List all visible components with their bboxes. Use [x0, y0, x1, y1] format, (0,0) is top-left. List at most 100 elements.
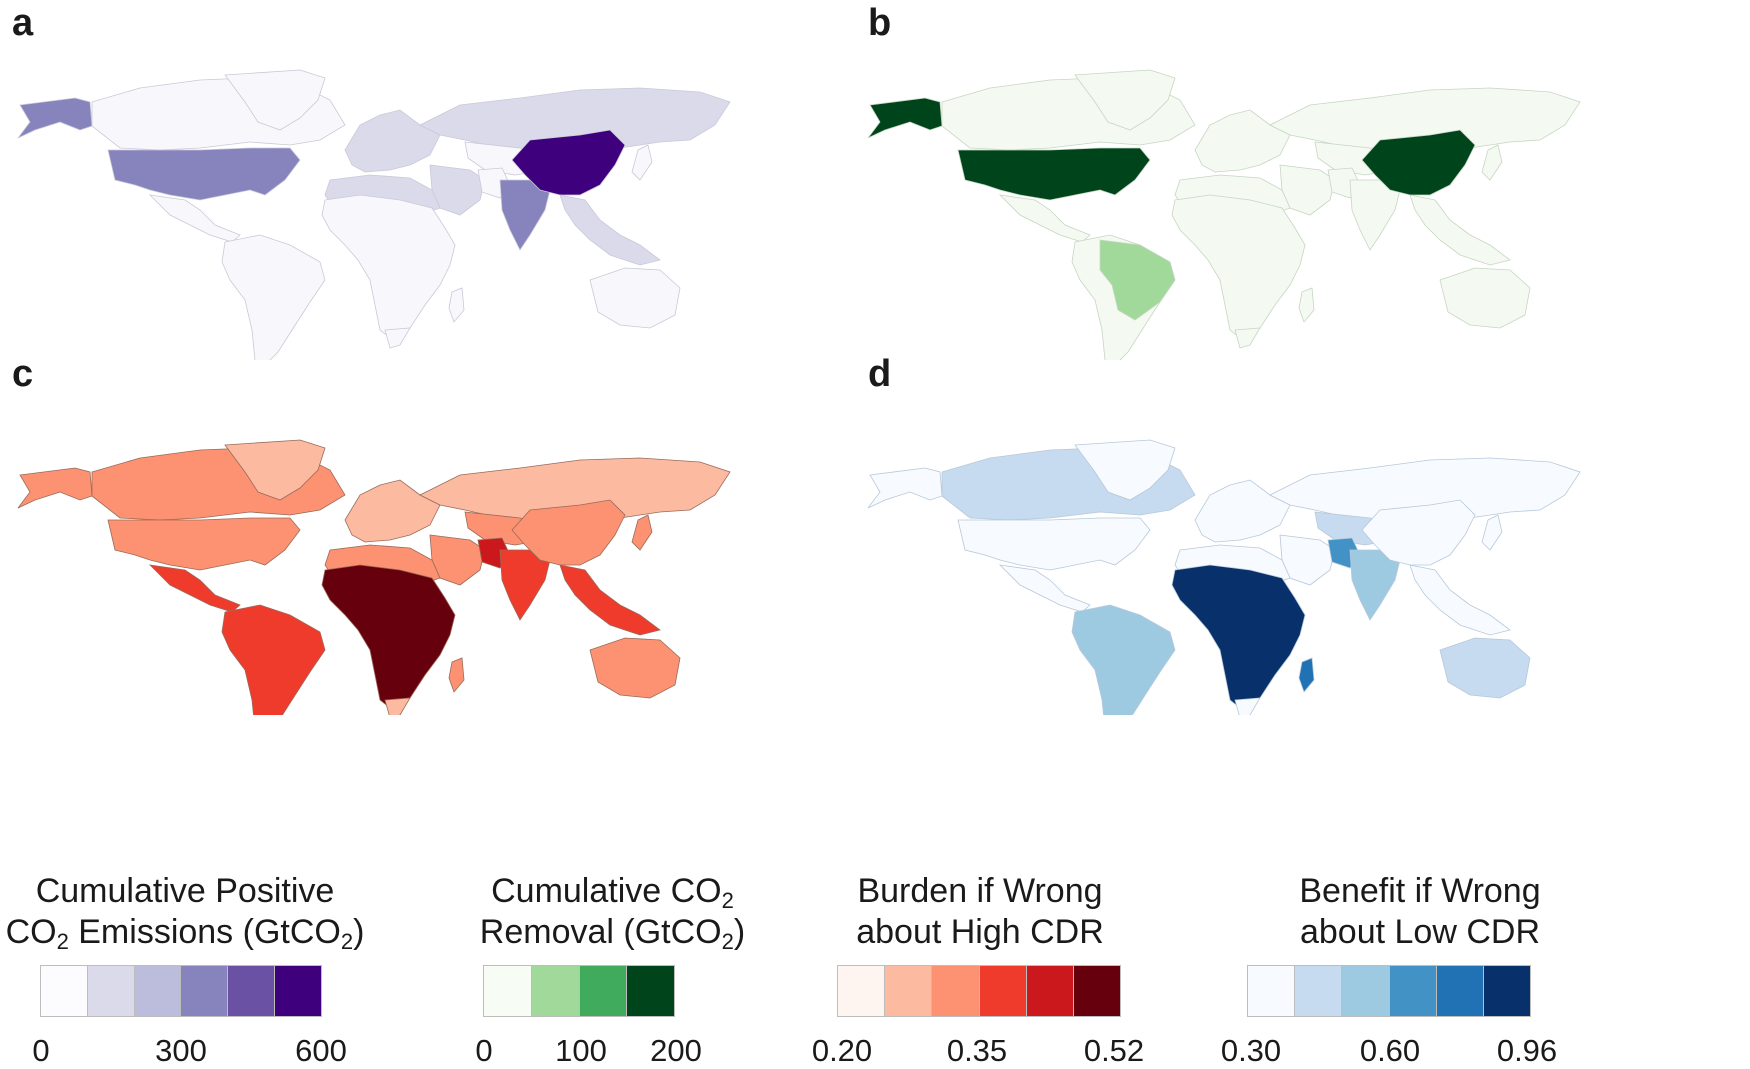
- region-australia: [589, 637, 681, 699]
- region-alaska: [17, 97, 93, 139]
- tick-label: 0.60: [1359, 1033, 1421, 1068]
- region-africa: [1171, 194, 1306, 343]
- color-swatch-2: [1342, 966, 1390, 1016]
- region-africa: [1171, 564, 1306, 713]
- legend-title-sub2: 2: [721, 929, 734, 954]
- panel-label-a: a: [12, 2, 34, 44]
- region-greenland: [1074, 439, 1176, 501]
- region-japan: [631, 144, 653, 181]
- region-southeast-asia: [559, 564, 661, 636]
- region-usa: [957, 147, 1151, 201]
- region-usa: [957, 517, 1151, 571]
- color-swatch-0: [41, 966, 88, 1016]
- region-australia: [1439, 637, 1531, 699]
- color-swatch-0: [1248, 966, 1296, 1016]
- legend-title-close: ): [733, 913, 746, 951]
- region-japan: [1481, 514, 1503, 551]
- legend-title: Benefit if Wrong: [1299, 872, 1541, 910]
- color-swatch-1: [1295, 966, 1343, 1016]
- legend-title-line1: Cumulative Positive: [35, 872, 335, 910]
- region-china: [511, 499, 626, 566]
- region-europe: [1194, 109, 1291, 173]
- region-china: [1361, 499, 1476, 566]
- region-africa: [321, 564, 456, 713]
- world-map-a: [17, 69, 731, 360]
- region-madagascar: [448, 657, 465, 693]
- tick-label: 100: [555, 1033, 607, 1068]
- region-africa: [321, 194, 456, 343]
- legend-title: Cumulative Positive: [0, 870, 370, 912]
- map-panel-b: b: [850, 0, 1660, 360]
- region-greenland: [224, 69, 326, 131]
- world-map-b: [867, 69, 1581, 360]
- color-swatch-2: [579, 966, 628, 1016]
- color-swatch-0: [838, 966, 886, 1016]
- color-swatch-4: [228, 966, 276, 1016]
- region-south-america: [221, 604, 326, 715]
- legend-title-removal: Removal (GtCO: [479, 913, 722, 951]
- color-swatch-0: [484, 966, 532, 1016]
- region-australia: [589, 267, 681, 329]
- region-china: [511, 129, 626, 196]
- legend-title: Burden if Wrong: [857, 872, 1103, 910]
- tick-label: 200: [650, 1033, 702, 1068]
- tick-label: 0.52: [1083, 1033, 1145, 1068]
- color-scale: [483, 965, 675, 1017]
- color-scale: [1247, 965, 1531, 1017]
- region-brazil: [1099, 239, 1176, 321]
- panel-label-d: d: [868, 353, 892, 395]
- legend-title-2: Removal (GtCO2): [430, 911, 795, 963]
- region-central-america: [998, 564, 1091, 613]
- legend-title-2: about Low CDR: [1299, 913, 1540, 951]
- legend-title-2: about High CDR: [856, 913, 1104, 951]
- region-alaska: [867, 97, 943, 139]
- region-south-america: [221, 234, 326, 360]
- legend-title-sub2: 2: [340, 929, 354, 954]
- region-southeast-asia: [1409, 564, 1511, 636]
- tick-label: 0.35: [946, 1033, 1008, 1068]
- region-madagascar: [448, 287, 465, 323]
- panel-label-c: c: [12, 353, 34, 395]
- legend-title-sub: 2: [721, 888, 734, 913]
- region-southeast-asia: [1409, 194, 1511, 266]
- region-greenland: [224, 439, 326, 501]
- world-map-d: [867, 439, 1581, 715]
- region-usa: [107, 147, 301, 201]
- color-swatch-5: [1483, 966, 1531, 1016]
- tick-label: 0.20: [811, 1033, 873, 1068]
- legend-title-emissions: Emissions (GtCO: [68, 913, 341, 951]
- color-swatch-3: [181, 966, 229, 1016]
- region-alaska: [867, 467, 943, 509]
- color-swatch-3: [627, 966, 674, 1016]
- color-swatch-1: [87, 966, 135, 1016]
- region-southern-africa-tip: [1234, 697, 1261, 715]
- tick-label: 300: [155, 1033, 207, 1068]
- color-swatch-3: [1389, 966, 1437, 1016]
- region-madagascar: [1298, 657, 1315, 693]
- region-central-america: [148, 194, 241, 243]
- color-swatch-1: [531, 966, 580, 1016]
- region-europe: [344, 479, 441, 543]
- color-swatch-5: [1073, 966, 1121, 1016]
- map-panel-c: c: [0, 355, 810, 715]
- region-usa: [107, 517, 301, 571]
- region-alaska: [17, 467, 93, 509]
- legend-title-sub: 2: [56, 929, 69, 954]
- region-southern-africa-tip: [384, 327, 411, 349]
- color-swatch-5: [275, 966, 321, 1016]
- region-south-america: [1071, 604, 1176, 715]
- legend-title-co: CO: [5, 913, 57, 951]
- color-swatch-1: [885, 966, 933, 1016]
- world-map-c: [17, 439, 731, 715]
- color-scale: [837, 965, 1121, 1017]
- color-swatch-4: [1436, 966, 1484, 1016]
- legend-title-line1: Cumulative CO: [491, 872, 722, 910]
- color-swatch-2: [932, 966, 980, 1016]
- panel-label-b: b: [868, 2, 892, 44]
- tick-label: 0.96: [1496, 1033, 1558, 1068]
- tick-label: 0: [475, 1033, 493, 1068]
- map-panel-d: d: [850, 355, 1660, 715]
- color-swatch-4: [1026, 966, 1074, 1016]
- color-scale: [40, 965, 322, 1017]
- region-greenland: [1074, 69, 1176, 131]
